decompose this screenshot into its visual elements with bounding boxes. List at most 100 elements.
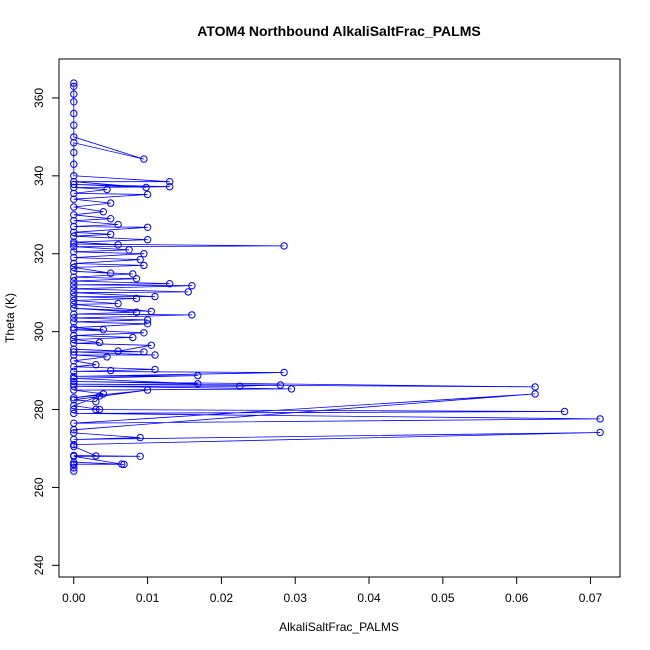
data-point — [70, 277, 78, 285]
data-point — [70, 326, 78, 334]
data-point — [287, 385, 296, 393]
data-point — [166, 178, 174, 186]
data-point — [140, 329, 148, 337]
data-point — [70, 331, 78, 340]
data-point — [70, 240, 78, 248]
data-point — [142, 183, 150, 192]
data-point — [136, 452, 144, 460]
data-point — [143, 316, 152, 324]
data-point — [531, 390, 539, 398]
data-point — [70, 405, 78, 414]
data-point — [70, 401, 78, 410]
data-point — [70, 382, 78, 390]
data-point — [70, 216, 78, 225]
data-point — [143, 236, 152, 244]
data-point — [70, 451, 78, 460]
data-point — [194, 380, 202, 388]
data-point — [70, 442, 78, 451]
data-point — [140, 250, 148, 258]
data-point — [276, 381, 285, 389]
y-tick-label: 320 — [32, 243, 46, 263]
data-point — [70, 292, 78, 301]
data-point — [92, 452, 100, 460]
x-tick-label: 0.06 — [505, 591, 529, 605]
data-point — [107, 215, 115, 223]
data-point — [103, 185, 111, 194]
data-point — [70, 98, 78, 106]
data-point — [140, 348, 148, 356]
data-point — [95, 392, 104, 400]
data-point — [136, 433, 144, 442]
data-point — [114, 220, 122, 229]
data-point — [70, 394, 78, 402]
y-axis: 240 260 280 300 320 340 360 — [32, 88, 60, 575]
y-axis-label: Theta (K) — [3, 293, 17, 343]
data-point — [70, 429, 78, 437]
data-point — [70, 79, 78, 87]
data-point — [143, 320, 152, 328]
data-point — [194, 371, 202, 380]
data-point — [70, 253, 78, 262]
data-point — [70, 232, 78, 240]
data-point — [280, 242, 288, 250]
data-point — [92, 398, 100, 406]
data-series — [70, 79, 604, 475]
data-point — [151, 351, 159, 359]
data-point — [70, 377, 78, 386]
data-point — [596, 428, 604, 437]
data-point — [143, 190, 152, 199]
data-point — [70, 203, 78, 211]
x-tick-label: 0.04 — [357, 591, 381, 605]
data-point — [143, 386, 152, 394]
data-point — [70, 222, 78, 231]
data-point — [70, 304, 78, 312]
data-point — [596, 415, 604, 423]
data-point — [560, 407, 569, 416]
data-point — [70, 139, 78, 147]
y-tick-label: 280 — [32, 399, 46, 419]
data-point — [70, 300, 78, 309]
data-point — [70, 386, 78, 394]
chart-title: ATOM4 Northbound AlkaliSaltFrac_PALMS — [197, 23, 480, 39]
y-tick-label: 240 — [32, 555, 46, 575]
data-point — [151, 292, 159, 301]
data-point — [132, 275, 141, 283]
x-axis: 0.00 0.01 0.02 0.03 0.04 0.05 0.06 0.07 — [62, 576, 602, 605]
data-point — [70, 351, 78, 359]
x-tick-label: 0.00 — [62, 591, 86, 605]
series-line — [72, 83, 601, 472]
data-point — [70, 148, 78, 157]
data-point — [70, 243, 78, 251]
data-point — [151, 365, 159, 374]
data-point — [70, 82, 78, 91]
data-point — [95, 338, 104, 347]
data-point — [92, 361, 100, 369]
data-point — [140, 261, 148, 270]
data-point — [92, 405, 100, 414]
data-point — [70, 409, 78, 418]
data-point — [166, 280, 174, 288]
data-point — [129, 270, 137, 278]
data-point — [70, 374, 78, 383]
x-tick-label: 0.01 — [136, 591, 160, 605]
data-point — [70, 180, 78, 189]
y-tick-label: 300 — [32, 321, 46, 341]
data-point — [70, 259, 78, 268]
data-point — [70, 267, 78, 275]
data-point — [70, 285, 78, 293]
x-tick-label: 0.02 — [210, 591, 234, 605]
data-point — [132, 308, 141, 316]
data-point — [132, 294, 141, 303]
data-point — [99, 326, 108, 334]
data-point — [70, 380, 78, 388]
data-point — [531, 383, 539, 391]
data-point — [129, 333, 137, 342]
data-point — [70, 335, 78, 344]
y-tick-label: 260 — [32, 477, 46, 497]
data-point — [114, 347, 122, 355]
x-tick-label: 0.05 — [431, 591, 455, 605]
data-point — [70, 289, 78, 297]
data-point — [140, 155, 148, 163]
data-point — [70, 419, 78, 427]
data-point — [70, 183, 78, 192]
